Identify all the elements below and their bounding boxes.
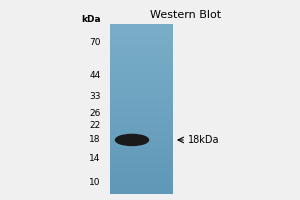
Text: Western Blot: Western Blot — [150, 10, 222, 20]
Text: 18kDa: 18kDa — [188, 135, 219, 145]
Text: 14: 14 — [89, 154, 100, 163]
Text: 26: 26 — [89, 109, 100, 118]
Text: 22: 22 — [89, 121, 100, 130]
Text: 10: 10 — [89, 178, 100, 187]
Text: 70: 70 — [89, 38, 100, 47]
Text: 18: 18 — [89, 135, 100, 144]
Text: 33: 33 — [89, 92, 100, 101]
Ellipse shape — [116, 134, 148, 145]
Text: 44: 44 — [89, 71, 100, 80]
Text: kDa: kDa — [81, 15, 100, 24]
